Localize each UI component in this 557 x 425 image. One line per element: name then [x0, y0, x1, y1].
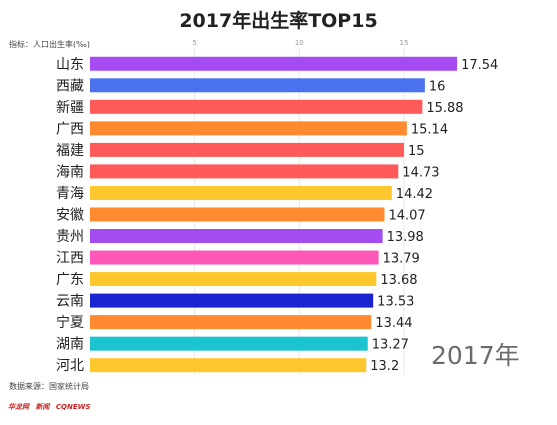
logo-2: 新闻	[35, 403, 50, 411]
year-label: 2017年	[431, 341, 520, 370]
category-label-湖南: 湖南	[56, 337, 84, 353]
x-tick-labels: 5 10 15	[192, 39, 408, 47]
indicator-label: 指标：人口出生率(‰)	[9, 40, 90, 49]
category-label-云南: 云南	[56, 294, 84, 310]
bar-新疆	[90, 99, 423, 114]
bar-海南	[90, 164, 399, 179]
chart-title: 2017年出生率TOP15	[179, 10, 378, 32]
source-note: 数据来源：国家统计局	[9, 382, 89, 391]
category-label-新疆: 新疆	[56, 100, 84, 116]
value-label-广东: 13.68	[380, 273, 417, 288]
category-label-广东: 广东	[56, 272, 84, 288]
category-label-河北: 河北	[56, 358, 84, 374]
category-label-青海: 青海	[56, 186, 84, 202]
bar-青海	[90, 185, 392, 200]
category-label-西藏: 西藏	[56, 78, 84, 94]
logo-3: CQNEWS	[55, 403, 91, 411]
value-label-贵州: 13.98	[387, 230, 424, 245]
value-label-云南: 13.53	[377, 295, 414, 310]
value-label-江西: 13.79	[383, 252, 420, 267]
category-label-江西: 江西	[56, 251, 84, 267]
category-label-宁夏: 宁夏	[56, 314, 84, 331]
x-tick-10: 10	[295, 39, 304, 47]
value-label-福建: 15	[408, 144, 425, 159]
bar-广东	[90, 272, 377, 287]
bar-江西	[90, 250, 379, 265]
publisher-logos: 华龙网 新闻 CQNEWS	[8, 402, 94, 412]
category-label-山东: 山东	[56, 57, 84, 73]
bar-广西	[90, 121, 407, 136]
bar-湖南	[90, 336, 368, 351]
value-label-河北: 13.2	[370, 359, 399, 374]
value-label-山东: 17.54	[461, 58, 498, 73]
value-label-广西: 15.14	[411, 122, 448, 137]
bar-山东	[90, 56, 458, 71]
bar-宁夏	[90, 315, 372, 330]
category-label-贵州: 贵州	[56, 229, 84, 245]
x-tick-15: 15	[399, 39, 408, 47]
value-label-海南: 14.73	[402, 165, 439, 180]
value-label-西藏: 16	[429, 79, 446, 94]
bar-安徽	[90, 207, 385, 222]
logo-1: 华龙网	[8, 403, 29, 411]
value-label-湖南: 13.27	[372, 338, 409, 353]
value-label-青海: 14.42	[396, 187, 433, 202]
value-label-宁夏: 13.44	[375, 316, 412, 331]
bar-云南	[90, 293, 374, 308]
category-label-海南: 海南	[56, 164, 84, 180]
value-label-安徽: 14.07	[388, 208, 425, 223]
value-labels: 17.54 16 15.88 15.14 15 14.73 14.42 14.07 13.98 1…	[370, 58, 498, 374]
category-label-福建: 福建	[56, 143, 84, 159]
category-label-广西: 广西	[56, 121, 84, 137]
bars	[90, 56, 458, 373]
x-tick-5: 5	[192, 39, 196, 47]
bar-福建	[90, 142, 404, 157]
value-label-新疆: 15.88	[426, 101, 463, 116]
bar-河北	[90, 358, 367, 373]
category-label-安徽: 安徽	[56, 207, 84, 223]
bar-西藏	[90, 78, 425, 93]
bar-贵州	[90, 229, 383, 244]
